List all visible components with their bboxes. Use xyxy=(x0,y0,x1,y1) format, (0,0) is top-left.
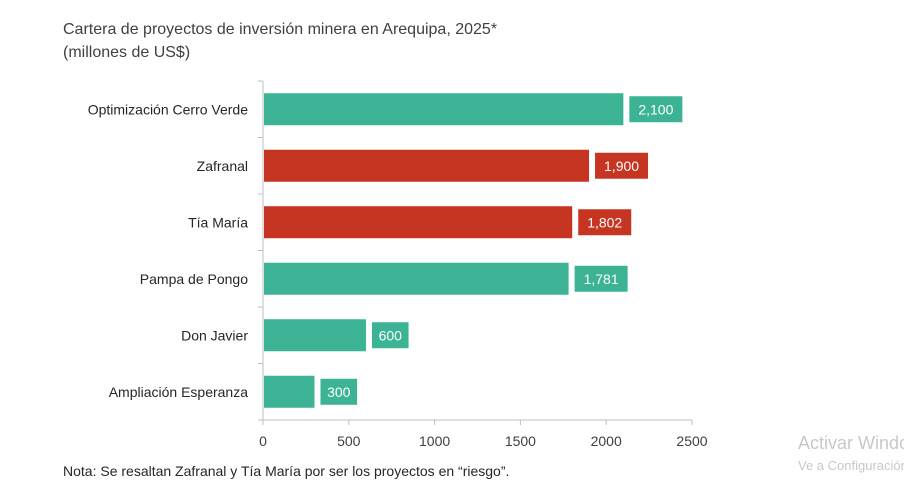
data-label: 2,100 xyxy=(638,101,673,117)
windows-watermark-subtitle: Ve a Configuración xyxy=(798,458,904,473)
x-tick-label: 2500 xyxy=(676,433,707,449)
data-label-box xyxy=(595,152,649,179)
category-label: Don Javier xyxy=(181,327,248,343)
x-tick-label: 2000 xyxy=(591,433,622,449)
data-label: 1,802 xyxy=(587,214,622,230)
bar xyxy=(264,262,569,295)
bar xyxy=(264,375,315,408)
data-label-box xyxy=(629,96,683,123)
category-label: Ampliación Esperanza xyxy=(109,384,249,400)
data-label: 300 xyxy=(327,384,351,400)
chart-title: Cartera de proyectos de inversión minera… xyxy=(63,18,497,64)
category-label: Zafranal xyxy=(197,158,248,174)
title-line: Cartera de proyectos de inversión minera… xyxy=(63,21,498,38)
data-label-box xyxy=(574,265,628,292)
x-tick-label: 1000 xyxy=(419,433,450,449)
bar xyxy=(264,206,573,239)
x-tick-label: 1500 xyxy=(505,433,536,449)
data-label: 1,900 xyxy=(604,158,639,174)
bar xyxy=(264,93,624,126)
x-tick-label: 500 xyxy=(337,433,361,449)
bar xyxy=(264,319,366,352)
windows-watermark-title: Activar Windows xyxy=(798,433,904,453)
category-label: Tía María xyxy=(188,214,248,230)
chart-note: Nota: Se resaltan Zafranal y Tía María p… xyxy=(63,463,510,479)
data-label-box xyxy=(320,378,358,405)
bar xyxy=(264,149,590,182)
data-label: 1,781 xyxy=(584,271,619,287)
data-label: 600 xyxy=(379,327,403,343)
category-label: Optimización Cerro Verde xyxy=(88,101,249,117)
subtitle-line: (millones de US$) xyxy=(63,44,191,61)
x-tick-label: 0 xyxy=(259,433,267,449)
data-label-box xyxy=(578,209,632,236)
data-label-box xyxy=(371,322,409,349)
category-label: Pampa de Pongo xyxy=(140,271,248,287)
